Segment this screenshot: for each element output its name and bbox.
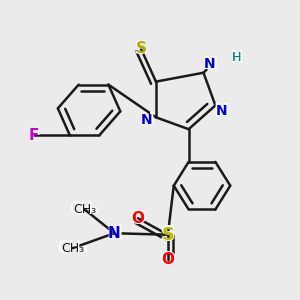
Text: N: N	[140, 111, 154, 129]
Text: CH₃: CH₃	[61, 242, 84, 255]
Text: O: O	[160, 250, 176, 269]
Text: O: O	[161, 253, 174, 268]
Text: N: N	[108, 226, 121, 241]
Text: S: S	[160, 225, 176, 245]
Text: CH₃: CH₃	[73, 203, 96, 216]
Text: N: N	[106, 224, 122, 243]
Text: O: O	[132, 211, 145, 226]
Text: S: S	[134, 39, 148, 58]
Text: CH₃: CH₃	[57, 239, 88, 257]
Text: S: S	[136, 41, 147, 56]
Text: N: N	[202, 55, 217, 73]
Text: N: N	[204, 57, 215, 71]
Text: N: N	[214, 102, 229, 120]
Text: H: H	[232, 51, 241, 64]
Text: S: S	[161, 226, 174, 244]
Text: H: H	[230, 49, 242, 67]
Text: N: N	[215, 104, 227, 118]
Text: N: N	[141, 113, 153, 127]
Text: F: F	[28, 126, 41, 145]
Text: F: F	[29, 128, 39, 142]
Text: CH₃: CH₃	[69, 200, 100, 218]
Text: O: O	[130, 209, 146, 228]
Text: H: H	[232, 51, 241, 64]
